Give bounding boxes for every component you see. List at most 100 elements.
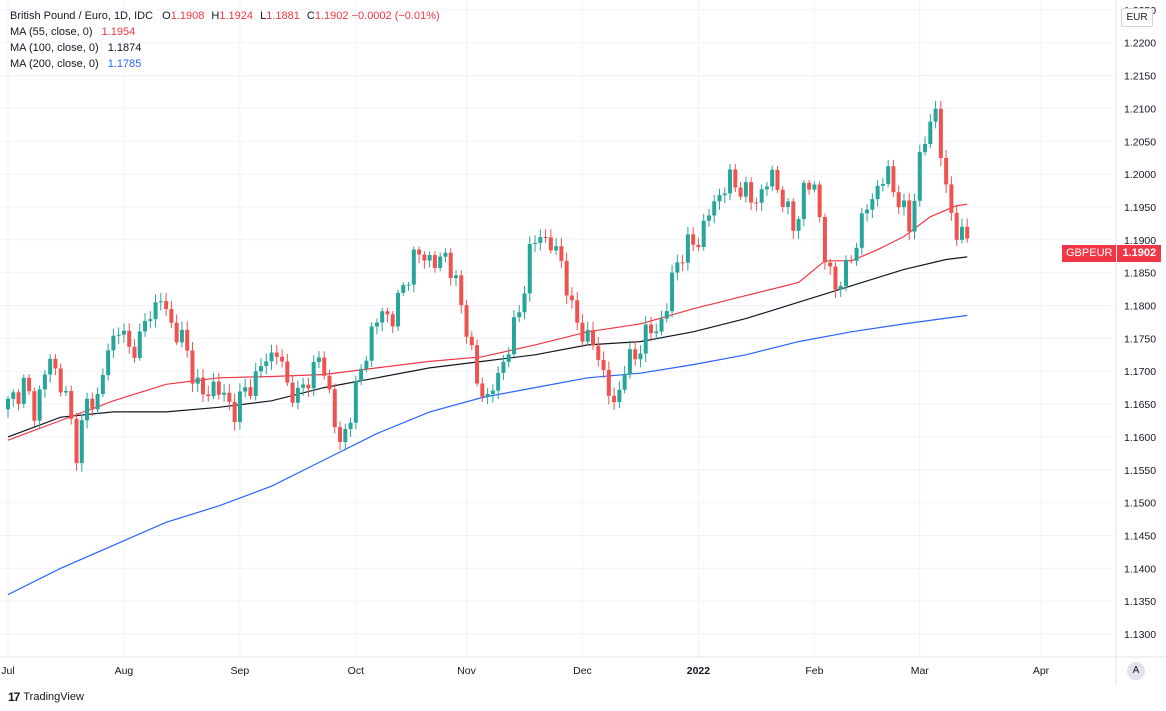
candle-body <box>896 192 901 208</box>
y-tick-label: 1.1600 <box>1124 432 1156 444</box>
candle-body <box>559 246 564 261</box>
candle-body <box>127 330 132 347</box>
candle-body <box>79 420 84 464</box>
candle-body <box>944 157 949 185</box>
currency-button[interactable]: EUR <box>1121 8 1153 27</box>
candle-body <box>63 390 68 393</box>
candle-body <box>817 184 822 218</box>
candle-body <box>6 398 10 410</box>
candle-body <box>917 152 922 201</box>
candle-body <box>701 220 706 248</box>
candle-body <box>833 266 838 290</box>
candle-body <box>812 184 817 190</box>
candle-body <box>849 259 854 261</box>
candle-body <box>237 391 242 422</box>
candle-body <box>912 200 917 232</box>
price-axis[interactable]: 1.1300 1.1350 1.1400 1.1450 1.1500 1.1550 1.16… <box>1124 5 1156 641</box>
candle-body <box>712 201 717 216</box>
candle-body <box>791 201 796 231</box>
candle-body <box>274 352 279 357</box>
tradingview-logo-icon: 17 <box>8 690 20 704</box>
candle-body <box>796 219 801 231</box>
candle-body <box>179 329 184 343</box>
price-tag-symbol: GBPEUR <box>1062 245 1117 262</box>
candle-body <box>380 311 385 323</box>
candle-body <box>511 317 516 355</box>
candle-body <box>374 322 379 327</box>
candle-body <box>353 380 358 423</box>
ma55-name: MA (55, close, 0) <box>10 26 93 38</box>
y-tick-label: 1.1900 <box>1124 235 1156 247</box>
candle-body <box>480 383 485 397</box>
candle-body <box>58 368 63 393</box>
x-tick-label: Sep <box>231 665 250 677</box>
close-value: 1.1902 <box>314 10 349 22</box>
y-tick-label: 1.1350 <box>1124 596 1156 608</box>
candle-body <box>190 350 195 384</box>
candle-body <box>670 272 675 312</box>
ma200-legend[interactable]: MA (200, close, 0) 1.1785 <box>10 56 440 72</box>
candle-body <box>359 368 364 381</box>
ma55-legend[interactable]: MA (55, close, 0) 1.1954 <box>10 24 440 40</box>
candle-body <box>417 249 422 255</box>
ma100-legend[interactable]: MA (100, close, 0) 1.1874 <box>10 40 440 56</box>
candle-body <box>206 394 211 397</box>
ma100-line-group <box>7 256 968 438</box>
ma200-value: 1.1785 <box>107 58 142 70</box>
auto-scale-button[interactable]: A <box>1127 662 1145 680</box>
symbol-title: British Pound / Euro, 1D, IDC <box>10 10 154 22</box>
candle-body <box>338 427 343 443</box>
tradingview-logo[interactable]: 17 TradingView <box>8 690 84 704</box>
candle-body <box>965 226 970 239</box>
grid-lines <box>0 0 1116 657</box>
candle-body <box>137 331 142 358</box>
candle-body <box>886 166 891 185</box>
candle-body <box>306 384 311 389</box>
candle-body <box>100 375 105 394</box>
candle-body <box>364 360 369 369</box>
candle-body <box>838 285 843 290</box>
candle-body <box>390 314 395 327</box>
candle-body <box>538 237 543 244</box>
candle-body <box>406 284 411 286</box>
candle-body <box>706 215 711 221</box>
candle-body <box>343 428 348 443</box>
candle-body <box>675 262 680 273</box>
candle-body <box>74 418 79 464</box>
candle-body <box>106 350 111 376</box>
x-tick-label: Nov <box>457 665 476 677</box>
candle-body <box>95 393 100 410</box>
candles <box>6 100 970 472</box>
candle-body <box>311 361 316 389</box>
candle-body <box>269 352 274 362</box>
candle-body <box>685 234 690 263</box>
candle-body <box>322 357 327 376</box>
candle-body <box>216 381 221 395</box>
open-value: 1.1908 <box>170 10 205 22</box>
candle-body <box>85 398 90 421</box>
y-tick-label: 1.1800 <box>1124 301 1156 313</box>
x-tick-label: 2022 <box>687 665 711 677</box>
candle-body <box>438 256 443 268</box>
time-axis[interactable]: Jul Aug Sep Oct Nov Dec 2022 Feb Mar Apr <box>1 665 1049 677</box>
candle-body <box>369 326 374 361</box>
candle-body <box>143 320 148 332</box>
candle-body <box>575 300 580 323</box>
ma55-value: 1.1954 <box>101 26 136 38</box>
candle-body <box>554 246 559 251</box>
candle-body <box>11 392 16 399</box>
candle-body <box>728 169 733 194</box>
candle-body <box>222 392 227 395</box>
candle-body <box>164 301 169 310</box>
x-tick-label: Mar <box>911 665 930 677</box>
candle-body <box>959 226 964 240</box>
candle-body <box>807 182 812 190</box>
x-tick-label: Feb <box>805 665 823 677</box>
candle-body <box>264 361 269 367</box>
ma100-line <box>7 256 968 438</box>
candle-body <box>875 185 880 200</box>
candle-body <box>764 186 769 190</box>
candle-body <box>42 374 47 390</box>
candle-body <box>327 375 332 390</box>
